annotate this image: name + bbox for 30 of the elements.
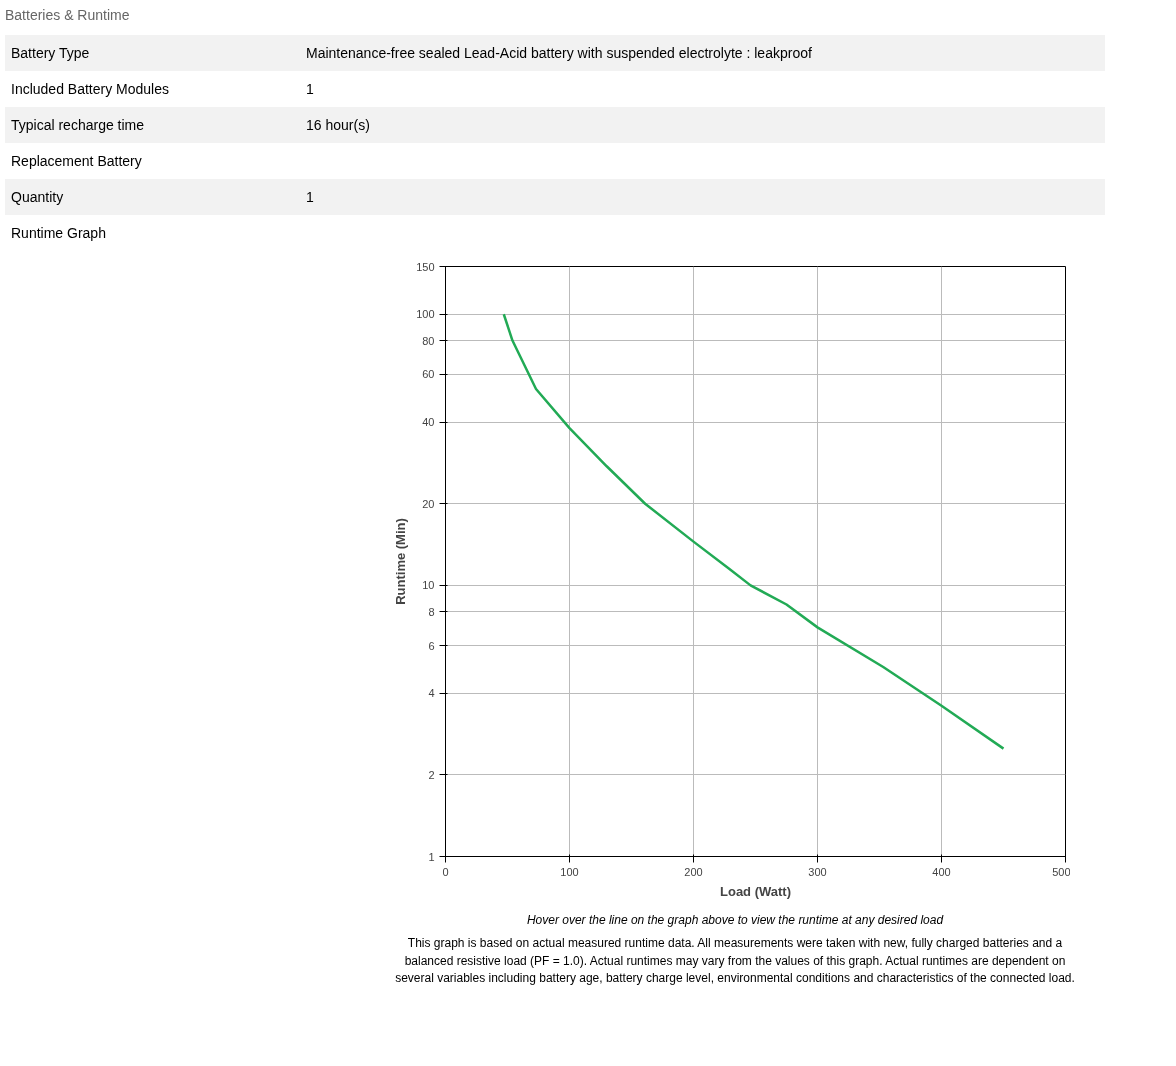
y-axis-title: Runtime (Min) — [393, 518, 409, 606]
y-tick-label: 2 — [428, 769, 435, 782]
y-tick-label: 1 — [428, 850, 435, 863]
x-tick-label: 500 — [1052, 865, 1071, 878]
text: Battery Type Maintenance-free sealed Lead-Acid battery with suspended electrolyte : leakproof — [11, 45, 812, 62]
text: Typical recharge time 16 hour(s) — [11, 117, 370, 134]
y-tick-label: 6 — [428, 639, 435, 652]
x-tick-label: 300 — [808, 865, 827, 878]
line-series — [502, 313, 1005, 751]
x-tick-label: 400 — [932, 865, 951, 878]
text: Quantity 1 — [11, 189, 314, 206]
y-tick-label: 60 — [422, 368, 435, 381]
text: This graph is based on actual measured runtime data. All measurements were taken with new, fully charged batteries and a balanced resistive load (PF = 1.0). Actual runtimes may vary from the values of this graph. Actual runtimes are dependent on several variables including battery age, battery charge level, environmental conditions and characteristics of the connected load. — [394, 935, 1076, 987]
text: Included Battery Modules 1 — [11, 81, 314, 98]
x-axis-title: Load (Watt) — [720, 883, 791, 899]
text: Batteries & Runtime — [5, 6, 130, 25]
text: Hover over the line on the graph above to view the runtime at any desired load — [525, 912, 945, 930]
y-tick-label: 80 — [422, 334, 435, 347]
text: Runtime Graph — [10, 224, 107, 244]
x-tick-label: 0 — [442, 865, 449, 878]
x-tick-label: 200 — [684, 865, 703, 878]
y-tick-label: 150 — [416, 260, 435, 273]
x-tick-label: 100 — [560, 865, 579, 878]
y-tick-label: 40 — [422, 416, 435, 429]
y-tick-label: 8 — [428, 605, 435, 618]
y-tick-label: 100 — [416, 308, 435, 321]
y-tick-label: 4 — [428, 687, 435, 700]
y-tick-label: 10 — [422, 579, 435, 592]
text: Replacement Battery — [10, 152, 143, 172]
y-tick-label: 20 — [422, 498, 435, 511]
